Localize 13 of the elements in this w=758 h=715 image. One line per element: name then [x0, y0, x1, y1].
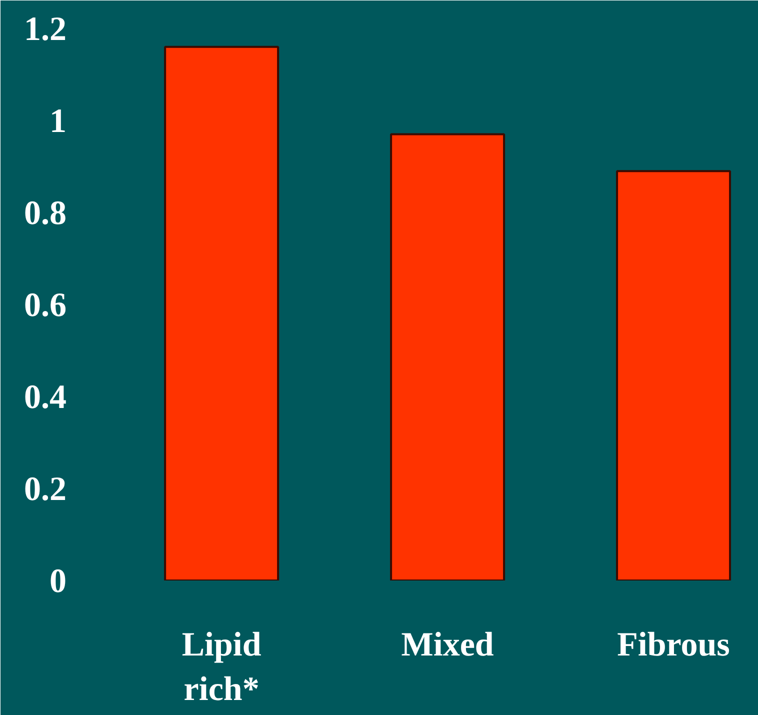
- y-tick-label: 0.8: [24, 195, 66, 232]
- y-tick-label: 1.2: [24, 11, 66, 48]
- y-tick-label: 0.6: [24, 287, 66, 324]
- bar: [616, 170, 732, 580]
- y-tick-label: 0.2: [24, 471, 66, 508]
- y-tick-label: 0: [50, 563, 66, 600]
- x-tick-label: Mixed: [401, 626, 494, 664]
- y-tick-label: 0.4: [24, 379, 66, 416]
- y-tick-label: 1: [50, 103, 66, 140]
- x-tick-label: Fibrous: [617, 626, 730, 664]
- bar: [164, 46, 280, 580]
- x-tick-label: Lipid rich*: [182, 626, 262, 708]
- bar: [390, 133, 506, 580]
